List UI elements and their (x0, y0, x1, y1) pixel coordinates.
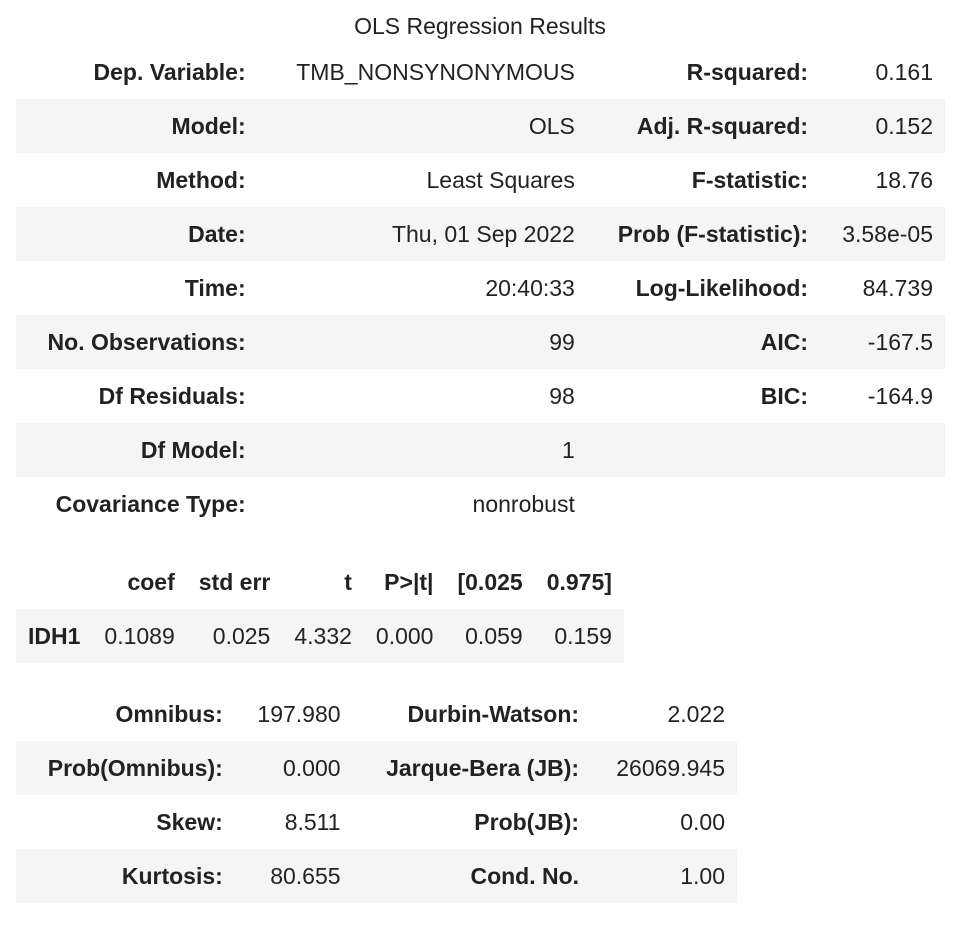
summary-label: Adj. R-squared: (636, 112, 809, 139)
column-header: t (344, 568, 352, 595)
summary-label: Date: (188, 220, 246, 247)
variable-name: IDH1 (28, 622, 81, 649)
summary-label: Model: (171, 112, 246, 139)
empty-header-cell (16, 555, 92, 609)
diagnostic-value: 8.511 (284, 808, 341, 835)
summary-value (820, 477, 945, 531)
summary-value: 0.161 (875, 58, 933, 85)
summary-value: Least Squares (426, 166, 575, 193)
table-row: Date: Thu, 01 Sep 2022 Prob (F-statistic… (16, 207, 945, 261)
summary-value: 18.76 (875, 166, 933, 193)
summary-label: Method: (156, 166, 246, 193)
summary-label (587, 423, 820, 477)
table-row: Covariance Type: nonrobust (16, 477, 945, 531)
table-row: Df Model: 1 (16, 423, 945, 477)
summary-value: 99 (549, 328, 575, 355)
summary-value (820, 423, 945, 477)
summary-label: Dep. Variable: (93, 58, 246, 85)
summary-value: 0.152 (875, 112, 933, 139)
diagnostic-label: Cond. No. (470, 862, 580, 889)
diagnostic-label: Kurtosis: (121, 862, 223, 889)
table-row: Prob(Omnibus): 0.000 Jarque-Bera (JB): 2… (16, 741, 737, 795)
column-header: 0.975] (546, 568, 612, 595)
summary-label: AIC: (760, 328, 809, 355)
diagnostic-value: 2.022 (667, 700, 725, 727)
diagnostic-label: Prob(JB): (474, 808, 580, 835)
summary-label: F-statistic: (691, 166, 809, 193)
summary-label: Df Residuals: (98, 382, 246, 409)
ci-low-value: 0.059 (465, 622, 523, 649)
std-err-value: 0.025 (212, 622, 271, 649)
table-header-row: coef std err t P>|t| [0.025 0.975] (16, 555, 624, 609)
diagnostic-label: Durbin-Watson: (407, 700, 580, 727)
summary-label (587, 477, 820, 531)
summary-label: Df Model: (140, 436, 246, 463)
diagnostic-value: 0.000 (282, 754, 341, 781)
summary-label: Time: (184, 274, 246, 301)
summary-label: Covariance Type: (55, 490, 246, 517)
summary-label: R-squared: (686, 58, 809, 85)
table-row: Dep. Variable: TMB_NONSYNONYMOUS R-squar… (16, 45, 945, 99)
column-header: coef (127, 568, 175, 595)
results-title: OLS Regression Results (354, 13, 606, 39)
diagnostic-value: 26069.945 (616, 754, 725, 781)
summary-value: -164.9 (867, 382, 933, 409)
summary-value: TMB_NONSYNONYMOUS (296, 58, 575, 85)
summary-value: 3.58e-05 (842, 220, 933, 247)
ci-high-value: 0.159 (554, 622, 612, 649)
summary-label: BIC: (760, 382, 809, 409)
summary-value: Thu, 01 Sep 2022 (391, 220, 575, 247)
table-row: IDH1 0.1089 0.025 4.332 0.000 0.059 0.15… (16, 609, 624, 663)
p-value: 0.000 (375, 622, 434, 649)
table-row: Model: OLS Adj. R-squared: 0.152 (16, 99, 945, 153)
table-row: Kurtosis: 80.655 Cond. No. 1.00 (16, 849, 737, 903)
column-header: [0.025 (457, 568, 523, 595)
table-row: Time: 20:40:33 Log-Likelihood: 84.739 (16, 261, 945, 315)
column-header: P>|t| (384, 568, 434, 595)
table-row: Skew: 8.511 Prob(JB): 0.00 (16, 795, 737, 849)
summary-label: Log-Likelihood: (635, 274, 809, 301)
diagnostic-label: Omnibus: (115, 700, 223, 727)
table-row: Omnibus: 197.980 Durbin-Watson: 2.022 (16, 687, 737, 741)
summary-label: Prob (F-statistic): (617, 220, 809, 247)
diagnostic-label: Jarque-Bera (JB): (386, 754, 580, 781)
summary-value: OLS (528, 112, 575, 139)
summary-value: nonrobust (472, 490, 575, 517)
diagnostic-value: 0.00 (680, 808, 725, 835)
model-summary-table: Dep. Variable: TMB_NONSYNONYMOUS R-squar… (16, 45, 945, 531)
t-value: 4.332 (294, 622, 352, 649)
table-row: Df Residuals: 98 BIC: -164.9 (16, 369, 945, 423)
summary-value: 84.739 (862, 274, 933, 301)
summary-value: -167.5 (867, 328, 933, 355)
diagnostic-label: Skew: (156, 808, 223, 835)
coefficients-table: coef std err t P>|t| [0.025 0.975] IDH1 … (16, 555, 624, 663)
summary-label: No. Observations: (47, 328, 246, 355)
table-row: No. Observations: 99 AIC: -167.5 (16, 315, 945, 369)
summary-value: 20:40:33 (485, 274, 575, 301)
diagnostic-value: 80.655 (270, 862, 341, 889)
diagnostic-value: 1.00 (680, 862, 725, 889)
diagnostic-label: Prob(Omnibus): (47, 754, 223, 781)
column-header: std err (198, 568, 271, 595)
diagnostic-value: 197.980 (257, 700, 341, 727)
diagnostics-table: Omnibus: 197.980 Durbin-Watson: 2.022 Pr… (16, 687, 737, 903)
coef-value: 0.1089 (104, 622, 175, 649)
table-row: Method: Least Squares F-statistic: 18.76 (16, 153, 945, 207)
summary-value: 1 (562, 436, 575, 463)
summary-value: 98 (549, 382, 575, 409)
